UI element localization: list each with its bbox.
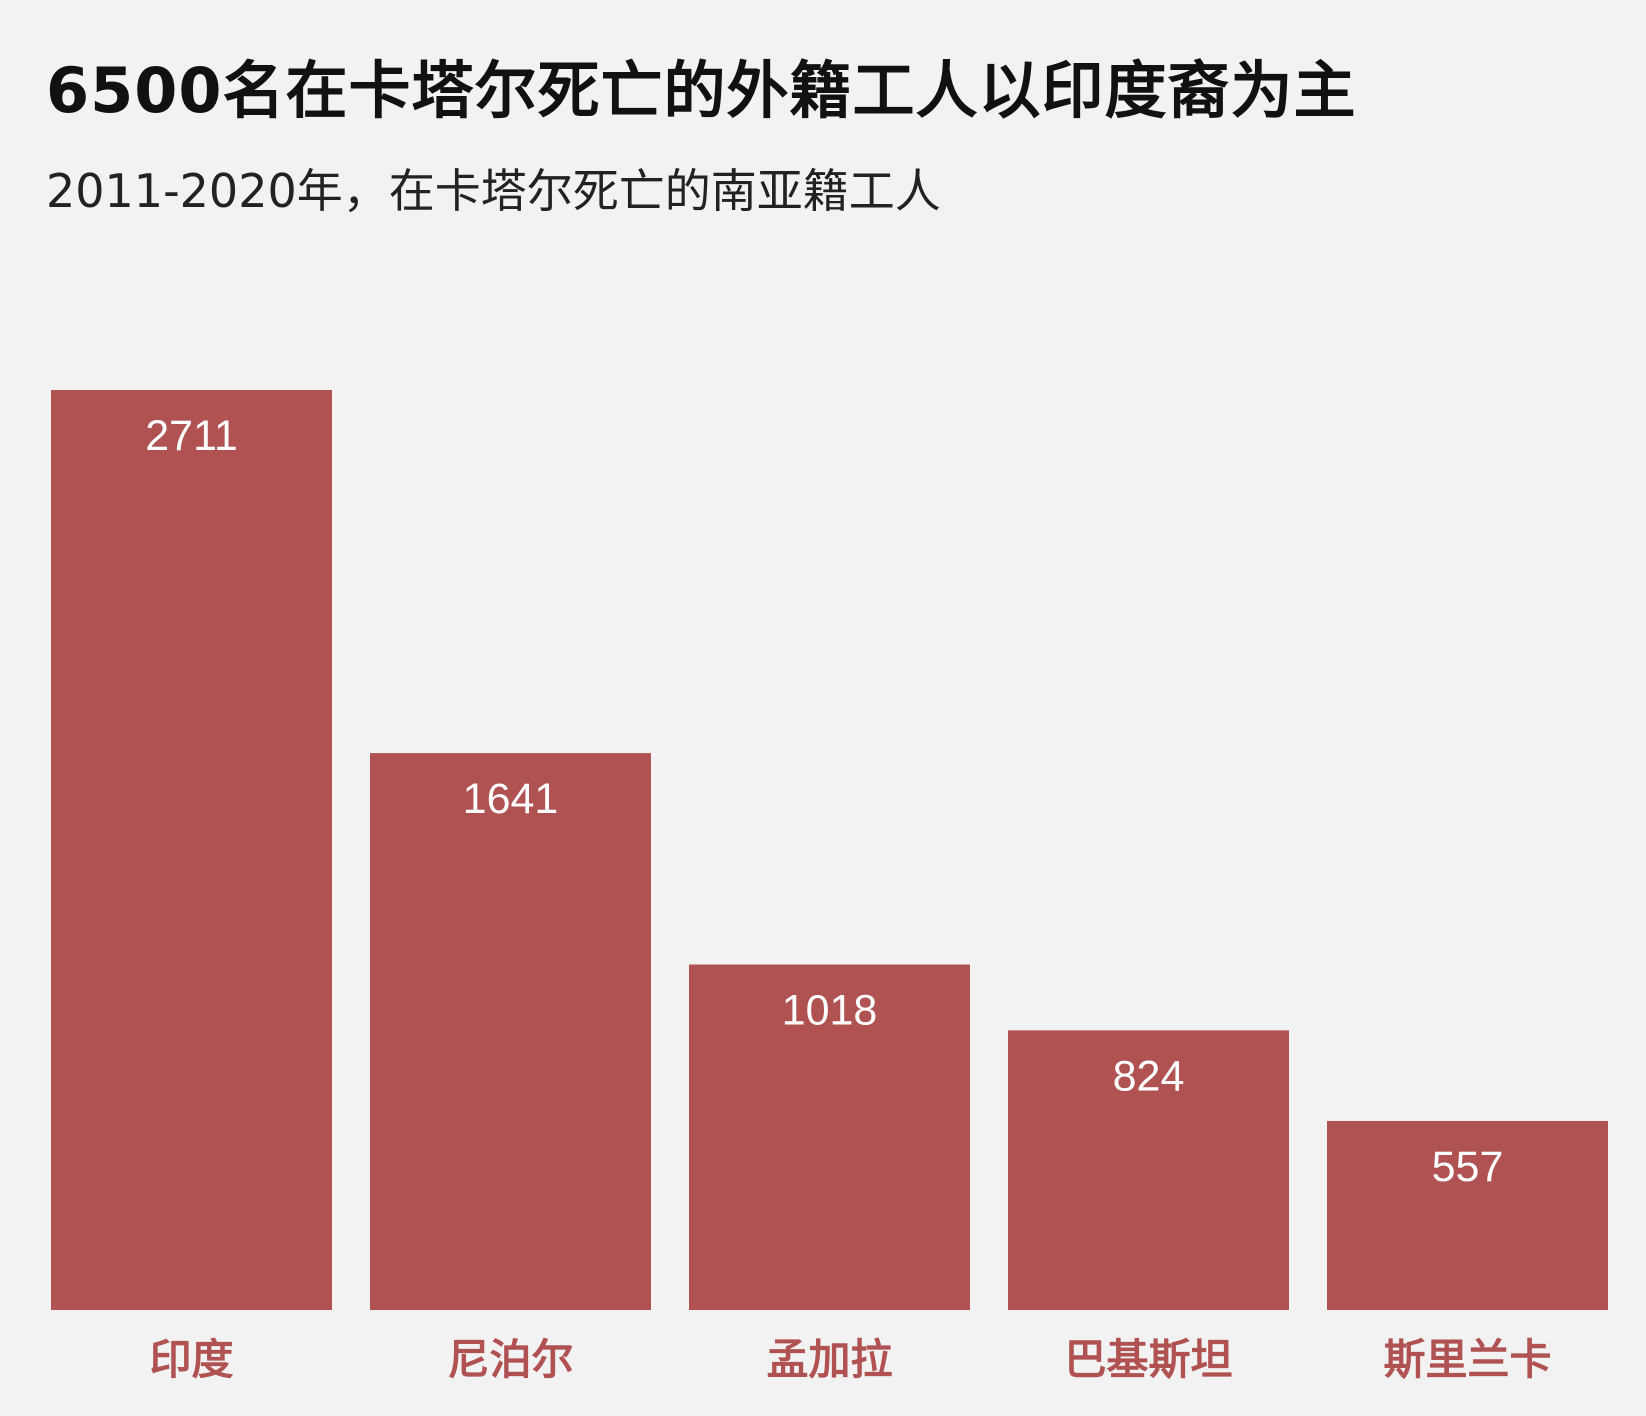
value-label: 1018 bbox=[782, 987, 878, 1035]
category-label: 巴基斯坦 bbox=[1064, 1335, 1232, 1384]
bar bbox=[689, 964, 970, 1310]
value-label: 557 bbox=[1432, 1143, 1504, 1191]
bar bbox=[370, 753, 651, 1310]
value-label: 824 bbox=[1113, 1052, 1185, 1100]
category-label: 印度 bbox=[149, 1335, 233, 1384]
category-label: 斯里兰卡 bbox=[1383, 1335, 1551, 1384]
bar bbox=[1327, 1120, 1608, 1310]
chart-subtitle: 2011-2020年，在卡塔尔死亡的南亚籍工人 bbox=[46, 164, 941, 218]
category-label: 孟加拉 bbox=[766, 1335, 892, 1384]
value-label: 1641 bbox=[463, 775, 559, 823]
value-label: 2711 bbox=[145, 412, 237, 460]
chart-title: 6500名在卡塔尔死亡的外籍工人以印度裔为主 bbox=[46, 54, 1357, 127]
bar bbox=[51, 390, 332, 1310]
category-label: 尼泊尔 bbox=[447, 1335, 573, 1384]
bar bbox=[1008, 1030, 1289, 1310]
